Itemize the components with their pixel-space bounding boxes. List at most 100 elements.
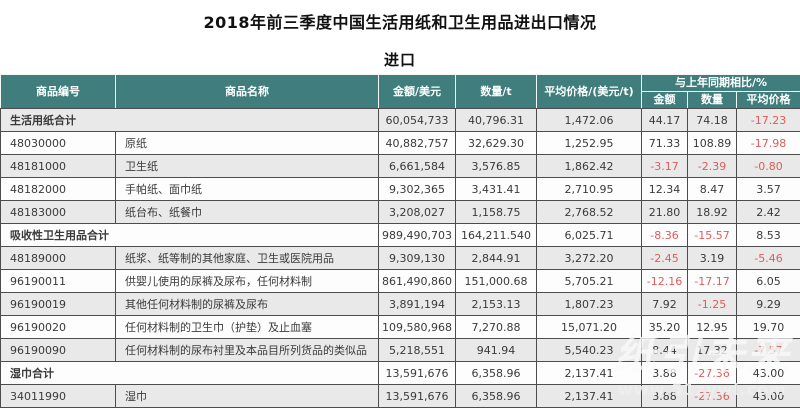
- cell-yoy-quantity: -2.39: [687, 154, 737, 178]
- cell-yoy-amount: 35.20: [641, 315, 688, 339]
- cell-avg-price: 1,862.42: [536, 154, 642, 178]
- cell-amount: 109,580,968: [378, 315, 456, 339]
- header-product-code: 商品编号: [0, 74, 116, 109]
- cell-product-name: 湿巾: [115, 384, 379, 408]
- cell-avg-price: 2,137.41: [536, 361, 642, 385]
- cell-amount: 60,054,733: [378, 108, 456, 132]
- cell-yoy-avg-price: 43.00: [736, 384, 800, 408]
- cell-yoy-quantity: 3.19: [687, 246, 737, 270]
- cell-yoy-amount: 71.33: [641, 131, 688, 155]
- cell-yoy-avg-price: -7.57: [736, 338, 800, 362]
- cell-total-label: 吸收性卫生用品合计: [0, 223, 379, 247]
- cell-avg-price: 15,071.20: [536, 315, 642, 339]
- cell-yoy-quantity: -27.36: [687, 384, 737, 408]
- header-yoy-group: 与上年同期相比/%: [641, 74, 800, 92]
- cell-product-name: 其他任何材料制的尿裤及尿布: [115, 292, 379, 316]
- cell-avg-price: 2,768.52: [536, 200, 642, 224]
- cell-yoy-avg-price: 6.05: [736, 269, 800, 293]
- cell-amount: 6,661,584: [378, 154, 456, 178]
- cell-yoy-quantity: 17.32: [687, 338, 737, 362]
- table-row: 96190020 任何材料制的卫生巾（护垫）及止血塞 109,580,968 7,27…: [0, 315, 800, 339]
- cell-product-code: 96190090: [0, 338, 116, 362]
- table-row: 96190019 其他任何材料制的尿裤及尿布 3,891,194 2,153.13 1,…: [0, 292, 800, 316]
- table-row: 34011990 湿巾 13,591,676 6,358.96 2,137.41 3.88…: [0, 384, 800, 408]
- cell-amount: 989,490,703: [378, 223, 456, 247]
- table-body: 生活用纸合计 60,054,733 40,796.31 1,472.06 44.17 74…: [0, 108, 800, 408]
- table-row: 96190011 供婴儿使用的尿裤及尿布，任何材料制 861,490,860 151,…: [0, 269, 800, 293]
- cell-yoy-quantity: 12.95: [687, 315, 737, 339]
- header-yoy-avg-price: 平均价格: [736, 91, 800, 109]
- cell-product-name: 卫生纸: [115, 154, 379, 178]
- cell-amount: 13,591,676: [378, 384, 456, 408]
- cell-yoy-avg-price: -17.98: [736, 131, 800, 155]
- cell-product-code: 34011990: [0, 384, 116, 408]
- cell-product-name: 任何材料制的尿布衬里及本品目所列货品的类似品: [115, 338, 379, 362]
- cell-yoy-quantity: -15.57: [687, 223, 737, 247]
- cell-product-code: 48183000: [0, 200, 116, 224]
- cell-yoy-amount: 3.88: [641, 361, 688, 385]
- cell-yoy-avg-price: -5.46: [736, 246, 800, 270]
- cell-yoy-avg-price: 43.00: [736, 361, 800, 385]
- cell-amount: 9,309,130: [378, 246, 456, 270]
- cell-quantity: 6,358.96: [455, 384, 537, 408]
- cell-yoy-quantity: -27.36: [687, 361, 737, 385]
- cell-quantity: 1,158.75: [455, 200, 537, 224]
- cell-yoy-quantity: 8.47: [687, 177, 737, 201]
- table-row: 48030000 原纸 40,882,757 32,629.30 1,252.95 71.…: [0, 131, 800, 155]
- cell-amount: 3,891,194: [378, 292, 456, 316]
- cell-amount: 13,591,676: [378, 361, 456, 385]
- cell-yoy-avg-price: 3.57: [736, 177, 800, 201]
- section-subtitle-import: 进口: [383, 51, 416, 69]
- cell-yoy-amount: 44.17: [641, 108, 688, 132]
- cell-avg-price: 1,807.23: [536, 292, 642, 316]
- cell-product-code: 48030000: [0, 131, 116, 155]
- cell-yoy-amount: 21.80: [641, 200, 688, 224]
- cell-yoy-amount: -2.45: [641, 246, 688, 270]
- table-row-total: 吸收性卫生用品合计 989,490,703 164,211.540 6,025.71-…: [0, 223, 800, 247]
- cell-yoy-amount: 12.34: [641, 177, 688, 201]
- cell-product-name: 原纸: [115, 131, 379, 155]
- table-row: 48183000 纸台布、纸餐巾 3,208,027 1,158.75 2,768.52…: [0, 200, 800, 224]
- cell-avg-price: 3,272.20: [536, 246, 642, 270]
- cell-avg-price: 1,252.95: [536, 131, 642, 155]
- header-yoy-amount: 金额: [641, 91, 688, 109]
- cell-yoy-avg-price: 2.42: [736, 200, 800, 224]
- cell-avg-price: 1,472.06: [536, 108, 642, 132]
- cell-total-label: 生活用纸合计: [0, 108, 379, 132]
- cell-yoy-avg-price: 8.53: [736, 223, 800, 247]
- cell-avg-price: 5,705.21: [536, 269, 642, 293]
- cell-amount: 9,302,365: [378, 177, 456, 201]
- cell-product-code: 96190020: [0, 315, 116, 339]
- cell-yoy-amount: -12.16: [641, 269, 688, 293]
- cell-yoy-amount: 3.88: [641, 384, 688, 408]
- cell-amount: 40,882,757: [378, 131, 456, 155]
- cell-quantity: 40,796.31: [455, 108, 537, 132]
- table-row: 48189000 纸浆、纸等制的其他家庭、卫生或医院用品 9,309,130 2,84…: [0, 246, 800, 270]
- page-title: 2018年前三季度中国生活用纸和卫生用品进出口情况: [203, 13, 597, 32]
- cell-amount: 861,490,860: [378, 269, 456, 293]
- table-row: 96190090 任何材料制的尿布衬里及本品目所列货品的类似品 5,218,551 9…: [0, 338, 800, 362]
- cell-product-name: 纸台布、纸餐巾: [115, 200, 379, 224]
- header-avg-price: 平均价格/(美元/t): [536, 74, 642, 109]
- header-product-name: 商品名称: [115, 74, 379, 109]
- table-row: 48181000 卫生纸 6,661,584 3,576.85 1,862.42 -3.1…: [0, 154, 800, 178]
- cell-yoy-amount: -8.36: [641, 223, 688, 247]
- cell-product-name: 任何材料制的卫生巾（护垫）及止血塞: [115, 315, 379, 339]
- cell-avg-price: 6,025.71: [536, 223, 642, 247]
- cell-avg-price: 2,710.95: [536, 177, 642, 201]
- cell-yoy-quantity: 108.89: [687, 131, 737, 155]
- cell-quantity: 164,211.540: [455, 223, 537, 247]
- cell-total-label: 湿巾合计: [0, 361, 379, 385]
- cell-quantity: 2,153.13: [455, 292, 537, 316]
- cell-product-code: 48189000: [0, 246, 116, 270]
- cell-yoy-amount: 7.92: [641, 292, 688, 316]
- cell-quantity: 151,000.68: [455, 269, 537, 293]
- cell-quantity: 32,629.30: [455, 131, 537, 155]
- cell-yoy-avg-price: -17.23: [736, 108, 800, 132]
- cell-quantity: 7,270.88: [455, 315, 537, 339]
- header-quantity-t: 数量/t: [455, 74, 537, 109]
- table-row: 48182000 手帕纸、面巾纸 9,302,365 3,431.41 2,710.95…: [0, 177, 800, 201]
- cell-quantity: 3,576.85: [455, 154, 537, 178]
- cell-product-name: 纸浆、纸等制的其他家庭、卫生或医院用品: [115, 246, 379, 270]
- cell-yoy-quantity: 74.18: [687, 108, 737, 132]
